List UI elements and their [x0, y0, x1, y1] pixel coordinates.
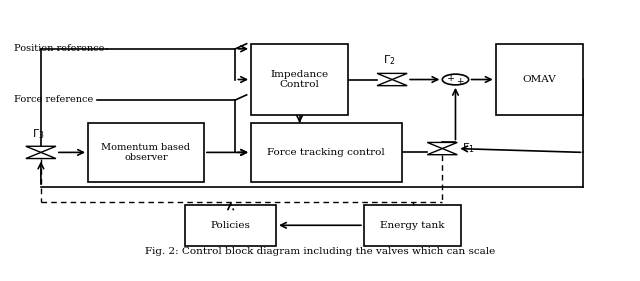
Text: Energy tank: Energy tank [380, 221, 445, 230]
Text: Position reference: Position reference [14, 44, 104, 53]
Text: $\Gamma_2$: $\Gamma_2$ [383, 53, 396, 67]
Bar [495, 44, 584, 115]
Polygon shape [428, 142, 458, 149]
Text: Fig. 2: Control block diagram including the valves which can scale: Fig. 2: Control block diagram including … [145, 247, 495, 256]
Bar [251, 123, 401, 182]
Text: +: + [456, 77, 464, 86]
Text: Policies: Policies [211, 221, 251, 230]
Text: Impedance
Control: Impedance Control [271, 70, 329, 89]
Text: $\Gamma_3$: $\Gamma_3$ [31, 127, 44, 141]
Circle shape [442, 74, 468, 85]
Polygon shape [26, 146, 56, 152]
Bar [364, 205, 461, 246]
Bar [88, 123, 204, 182]
Polygon shape [377, 73, 407, 80]
Text: Force tracking control: Force tracking control [268, 148, 385, 157]
Text: Momentum based
observer: Momentum based observer [102, 143, 191, 162]
Bar [185, 205, 276, 246]
Bar [251, 44, 348, 115]
Text: $\Gamma_1$: $\Gamma_1$ [462, 142, 475, 155]
Text: OMAV: OMAV [523, 75, 556, 84]
Polygon shape [26, 152, 56, 158]
Text: Force reference: Force reference [14, 96, 93, 105]
Text: +: + [447, 74, 455, 83]
Polygon shape [428, 149, 458, 155]
Polygon shape [377, 80, 407, 86]
